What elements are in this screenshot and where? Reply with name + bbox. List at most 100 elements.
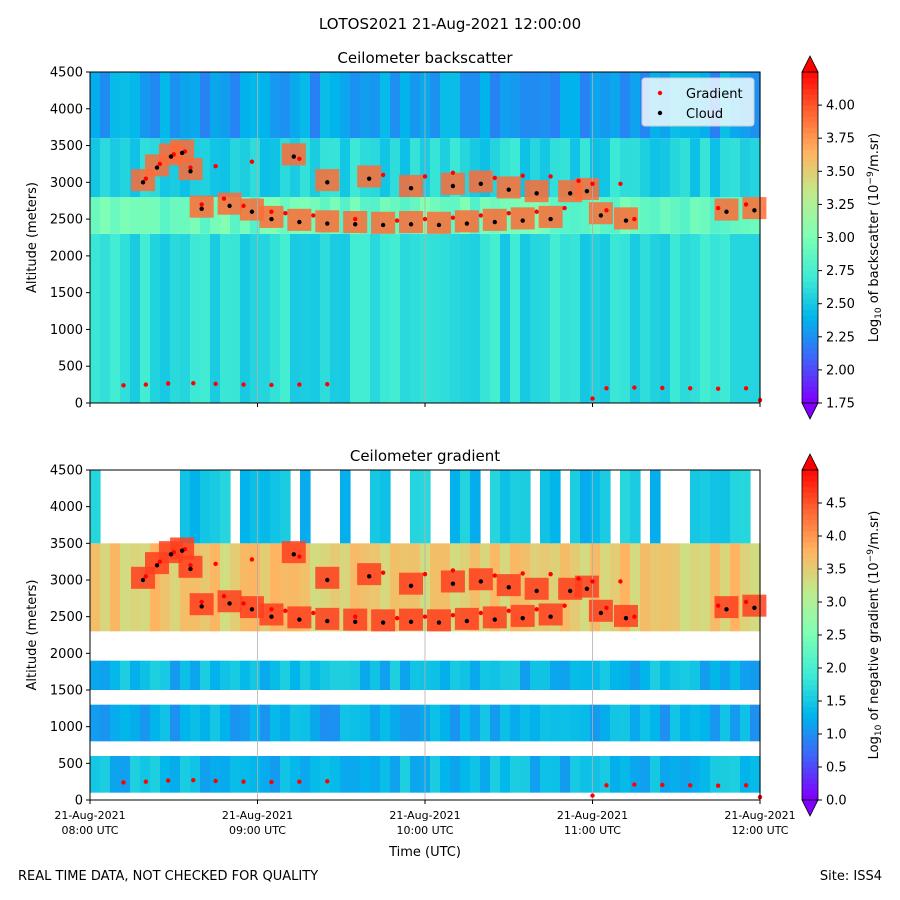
cloud-point — [188, 169, 193, 174]
gradient-point — [297, 554, 302, 559]
colorbar-tick-label: 2.25 — [826, 330, 855, 345]
cloud-point — [450, 581, 456, 586]
gradient-point — [269, 382, 274, 388]
gradient-point — [590, 793, 595, 798]
cloud-point — [353, 619, 358, 624]
cloud-point — [506, 585, 511, 590]
cloud-point — [478, 579, 484, 584]
cloud-point — [436, 620, 442, 625]
cloud-point — [188, 566, 193, 572]
x-tick-date: 21-Aug-2021 — [557, 809, 628, 822]
y-tick-label: 0 — [75, 794, 83, 809]
cloud-layer-shading — [131, 139, 767, 234]
legend: Gradient Cloud — [641, 77, 755, 127]
gradient-point — [269, 209, 274, 214]
legend-label: Gradient — [686, 87, 743, 102]
x-tick-time: 08:00 UTC — [61, 824, 118, 837]
cloud-point — [534, 588, 539, 594]
gradient-point — [743, 386, 749, 391]
gradient-point — [422, 216, 428, 222]
gradient-point — [165, 778, 171, 783]
colorbar-tick-label: 4.0 — [826, 530, 847, 545]
y-tick-label: 1500 — [50, 286, 83, 301]
y-tick-label: 1000 — [50, 323, 83, 338]
gradient-point — [604, 783, 609, 788]
colorbar-tick-label: 0.0 — [826, 794, 847, 809]
marker-layer — [121, 547, 763, 800]
cloud-point — [623, 615, 629, 621]
gradient-point — [191, 778, 196, 783]
cloud-point — [249, 607, 255, 612]
cloud-point — [154, 563, 160, 568]
cloud-point — [408, 583, 414, 589]
x-tick-date: 21-Aug-2021 — [54, 809, 125, 822]
panel-title: Ceilometer gradient — [350, 447, 500, 465]
legend-label: Cloud — [686, 107, 723, 122]
y-tick-label: 4500 — [50, 464, 83, 479]
x-tick-time: 10:00 UTC — [396, 824, 453, 837]
colorbar-tick-label: 2.50 — [826, 297, 855, 312]
cloud-point — [249, 209, 255, 214]
gradient-point — [743, 783, 749, 788]
y-tick-label: 500 — [58, 360, 83, 375]
y-axis-label: Altitude (meters) — [25, 182, 40, 293]
colorbar-tick-label: 3.00 — [826, 231, 855, 246]
cloud-point — [408, 222, 414, 227]
gradient-point — [660, 782, 665, 788]
colorbar: 0.0 0.5 1.0 1.5 2.0 2.5 3.0 3.5 4.0 4.5 Log10 of n… — [801, 453, 884, 817]
y-tick-label: 2500 — [50, 213, 83, 228]
gradient-point — [241, 601, 246, 606]
y-tick-label: 4000 — [50, 500, 83, 515]
colorbar-tick-label: 1.75 — [826, 397, 855, 412]
cloud-point — [380, 222, 386, 228]
panel-gradient: Ceilometer gradient 0 500 1000 1500 2000 2500 3… — [25, 447, 884, 860]
gradient-point — [311, 213, 316, 218]
gradient-point — [743, 599, 749, 605]
gradient-point — [353, 614, 358, 619]
y-tick-label: 3500 — [50, 537, 83, 552]
gradient-point — [241, 203, 246, 209]
gradient-point — [121, 780, 126, 785]
gradient-point — [450, 568, 456, 573]
cloud-point — [269, 216, 274, 222]
gradient-point — [715, 783, 721, 788]
cloud-point — [199, 604, 204, 609]
heatmap-field — [90, 72, 761, 403]
colorbar: 1.75 2.00 2.25 2.50 2.75 3.00 3.25 3.50 3.75 4.00… — [801, 55, 884, 420]
gradient-point — [660, 385, 665, 391]
gradient-point — [199, 599, 204, 605]
gradient-point — [143, 176, 149, 181]
gradient-point — [143, 382, 149, 387]
x-tick-time: 12:00 UTC — [731, 824, 788, 837]
gradient-point — [548, 571, 553, 577]
panel-title: Ceilometer backscatter — [337, 49, 513, 67]
colorbar-tick-label: 3.0 — [826, 596, 847, 611]
gradient-point — [590, 396, 595, 401]
cloud-point — [506, 187, 511, 192]
gradient-point — [492, 175, 497, 181]
cloud-point — [584, 188, 590, 194]
gradient-point — [715, 603, 721, 608]
x-tick-date: 21-Aug-2021 — [724, 809, 795, 822]
cloud-point — [408, 619, 414, 624]
y-tick-label: 3000 — [50, 176, 83, 191]
y-tick-label: 3500 — [50, 139, 83, 154]
cloud-point — [168, 552, 174, 557]
cloud-point — [492, 617, 497, 622]
gradient-point — [743, 202, 749, 207]
cloud-point — [154, 165, 160, 170]
y-tick-label: 2500 — [50, 610, 83, 625]
gradient-point — [121, 383, 126, 388]
cloud-point — [179, 150, 185, 156]
cloud-point — [567, 588, 573, 594]
colorbar-tick-label: 2.0 — [826, 662, 847, 677]
colorbar-tick-label: 4.00 — [826, 99, 855, 114]
cloud-layer-shading — [131, 537, 767, 632]
gradient-point — [188, 165, 193, 170]
cloud-point — [325, 618, 330, 624]
gradient-point — [221, 196, 227, 201]
gradient-point — [450, 613, 456, 618]
colorbar-tick-label: 3.50 — [826, 165, 855, 180]
y-tick-label: 3000 — [50, 574, 83, 589]
cloud-point — [380, 620, 386, 625]
